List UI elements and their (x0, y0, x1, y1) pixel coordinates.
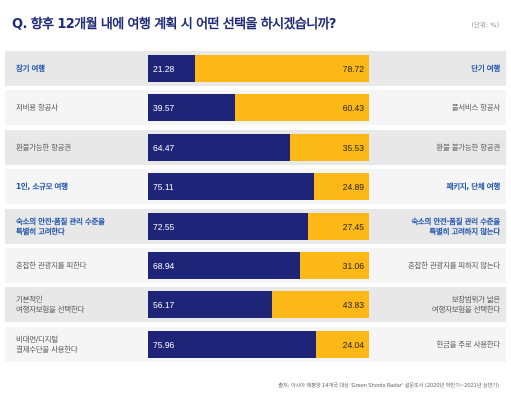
bar-left-segment (148, 331, 316, 358)
right-option-label: 단기 여행 (376, 51, 500, 86)
right-option-label: 현금을 주로 사용한다 (376, 327, 500, 362)
bar-right-segment (300, 252, 369, 279)
bar-right-segment (235, 94, 369, 121)
source-note: 출처: 아시아 태평양 14개국 대상 'Green Shoots Radar'… (278, 383, 499, 389)
left-value-label: 68.94 (153, 260, 175, 271)
right-option-text: 혼잡한 관광지를 피하지 않는다 (407, 260, 500, 270)
right-option-text: 현금을 주로 사용한다 (436, 339, 500, 349)
left-value-label: 56.17 (153, 299, 175, 310)
left-option-text: 장기 여행 (16, 63, 45, 73)
left-option-label: 저비용 항공사 (16, 90, 142, 125)
left-option-text: 비대면/디지털 결제수단을 사용한다 (16, 335, 78, 354)
left-value-label: 39.57 (153, 102, 175, 113)
bar-left-segment (148, 291, 273, 318)
right-value-label: 60.43 (342, 102, 364, 113)
left-option-text: 환불가능한 항공권 (16, 142, 71, 152)
bar-right-segment (195, 55, 369, 82)
bar-left-segment (148, 134, 291, 161)
left-option-text: 1인, 소규모 여행 (16, 181, 68, 191)
chart-title: Q. 향후 12개월 내에 여행 계획 시 어떤 선택을 하시겠습니까? (12, 17, 336, 32)
right-option-label: 숙소의 안전·품질 관리 수준을 특별히 고려하지 않는다 (376, 209, 500, 244)
bar-right-segment (272, 291, 369, 318)
left-value-label: 75.11 (153, 181, 174, 192)
left-option-text: 혼잡한 관광지를 피한다 (16, 260, 87, 270)
left-option-text: 숙소의 안전·품질 관리 수준을 특별히 고려한다 (16, 217, 105, 236)
bar-left-segment (148, 252, 301, 279)
right-value-label: 24.04 (342, 339, 364, 350)
right-option-label: 보장범위가 넓은 여행자보험을 선택한다 (376, 287, 500, 322)
right-value-label: 43.83 (342, 299, 364, 310)
left-option-text: 기본적인 여행자보험을 선택한다 (16, 295, 85, 314)
left-option-label: 환불가능한 항공권 (16, 130, 142, 165)
right-option-text: 단기 여행 (471, 63, 500, 73)
bar-right-segment (308, 213, 369, 240)
left-value-label: 72.55 (153, 221, 175, 232)
bar-left-segment (148, 213, 309, 240)
right-value-label: 78.72 (342, 63, 364, 74)
right-value-label: 31.06 (342, 260, 364, 271)
right-value-label: 35.53 (342, 142, 364, 153)
left-option-text: 저비용 항공사 (16, 102, 58, 112)
right-option-label: 환불 불가능한 항공권 (376, 130, 500, 165)
right-option-label: 혼잡한 관광지를 피하지 않는다 (376, 248, 500, 283)
left-value-label: 21.28 (153, 63, 175, 74)
right-option-label: 패키지, 단체 여행 (376, 169, 500, 204)
bar-right-segment (290, 134, 369, 161)
bar-left-segment (148, 55, 196, 82)
left-option-label: 기본적인 여행자보험을 선택한다 (16, 287, 142, 322)
left-value-label: 64.47 (153, 142, 175, 153)
left-option-label: 1인, 소규모 여행 (16, 169, 142, 204)
bar-right-segment (315, 331, 369, 358)
left-option-label: 혼잡한 관광지를 피한다 (16, 248, 142, 283)
right-option-text: 숙소의 안전·품질 관리 수준을 특별히 고려하지 않는다 (411, 217, 500, 236)
right-option-text: 환불 불가능한 항공권 (436, 142, 500, 152)
right-value-label: 24.89 (342, 181, 364, 192)
right-option-text: 패키지, 단체 여행 (446, 181, 500, 191)
bar-left-segment (148, 94, 236, 121)
left-option-label: 비대면/디지털 결제수단을 사용한다 (16, 327, 142, 362)
right-value-label: 27.45 (342, 221, 364, 232)
bar-left-segment (148, 173, 314, 200)
left-value-label: 75.96 (153, 339, 175, 350)
left-option-label: 숙소의 안전·품질 관리 수준을 특별히 고려한다 (16, 209, 142, 244)
left-option-label: 장기 여행 (16, 51, 142, 86)
right-option-label: 풀서비스 항공사 (376, 90, 500, 125)
right-option-text: 보장범위가 넓은 여행자보험을 선택한다 (431, 295, 500, 314)
bar-right-segment (313, 173, 369, 200)
unit-label: (단위: %) (471, 21, 499, 29)
right-option-text: 풀서비스 항공사 (451, 102, 500, 112)
